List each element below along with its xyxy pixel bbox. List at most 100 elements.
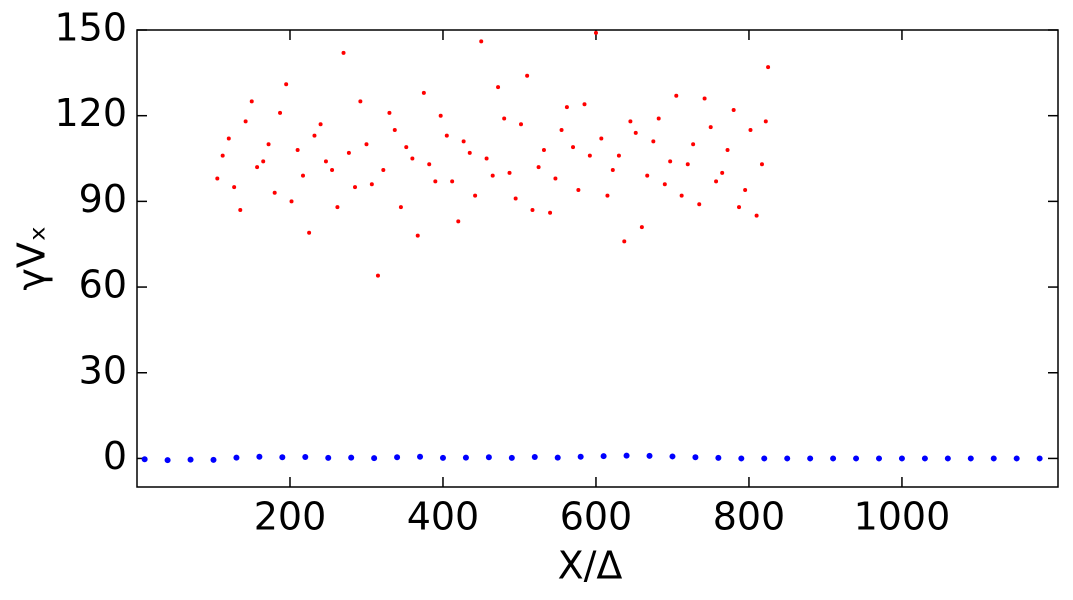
- point: [421, 90, 426, 95]
- point: [921, 455, 928, 462]
- point: [300, 173, 305, 178]
- point: [215, 176, 220, 181]
- point: [341, 50, 346, 55]
- point: [830, 455, 837, 462]
- point: [330, 167, 335, 172]
- point: [312, 133, 317, 138]
- point: [944, 455, 951, 462]
- y-tick-label: 60: [79, 263, 127, 307]
- point: [531, 454, 538, 461]
- point: [318, 122, 323, 127]
- point: [249, 99, 254, 104]
- point: [456, 219, 461, 224]
- point: [674, 93, 679, 98]
- point: [759, 162, 764, 167]
- point: [279, 454, 286, 461]
- point: [525, 73, 530, 78]
- point: [381, 167, 386, 172]
- point: [639, 225, 644, 230]
- point: [743, 187, 748, 192]
- point: [564, 105, 569, 110]
- point: [387, 110, 392, 115]
- point: [410, 156, 415, 161]
- point: [284, 82, 289, 87]
- point: [255, 165, 260, 170]
- point: [548, 210, 553, 215]
- point: [784, 455, 791, 462]
- point: [220, 153, 225, 158]
- y-axis-label: γVₓ: [10, 225, 54, 290]
- point: [646, 452, 653, 459]
- x-tick-label: 800: [713, 495, 786, 539]
- point: [348, 454, 355, 461]
- point: [513, 196, 518, 201]
- point: [656, 116, 661, 121]
- point: [295, 147, 300, 152]
- point: [679, 193, 684, 198]
- point: [691, 142, 696, 147]
- point: [462, 454, 469, 461]
- x-tick-label: 200: [254, 495, 327, 539]
- point: [876, 455, 883, 462]
- point: [541, 147, 546, 152]
- point: [1036, 455, 1043, 462]
- point: [371, 455, 378, 462]
- x-axis-label: X/Δ: [558, 544, 623, 588]
- point: [346, 150, 351, 155]
- point: [256, 453, 263, 460]
- point: [261, 159, 266, 164]
- point: [439, 454, 446, 461]
- point: [685, 162, 690, 167]
- point: [238, 207, 243, 212]
- point: [599, 136, 604, 141]
- point: [398, 205, 403, 210]
- point: [715, 454, 722, 461]
- point: [725, 147, 730, 152]
- point: [232, 185, 237, 190]
- point: [1013, 455, 1020, 462]
- x-tick-label: 400: [407, 495, 480, 539]
- point: [507, 170, 512, 175]
- y-tick-label: 150: [54, 6, 127, 50]
- point: [353, 185, 358, 190]
- point: [307, 230, 312, 235]
- point: [461, 139, 466, 144]
- point: [731, 107, 736, 112]
- point: [502, 116, 507, 121]
- point: [325, 454, 332, 461]
- point: [662, 182, 667, 187]
- point: [692, 454, 699, 461]
- point: [582, 102, 587, 107]
- point: [289, 199, 294, 204]
- point: [141, 456, 148, 463]
- point: [187, 456, 194, 463]
- point: [485, 454, 492, 461]
- point: [668, 159, 673, 164]
- point: [623, 452, 630, 459]
- y-tick-label: 90: [79, 177, 127, 221]
- point: [622, 239, 627, 244]
- point: [697, 202, 702, 207]
- point: [438, 113, 443, 118]
- point: [748, 127, 753, 132]
- point: [394, 454, 401, 461]
- point: [807, 455, 814, 462]
- point: [496, 85, 501, 90]
- point: [754, 213, 759, 218]
- point: [576, 187, 581, 192]
- x-tick-label: 600: [560, 495, 633, 539]
- y-tick-label: 120: [54, 91, 127, 135]
- point: [272, 190, 277, 195]
- point: [554, 454, 561, 461]
- point: [967, 455, 974, 462]
- point: [853, 455, 860, 462]
- point: [226, 136, 231, 141]
- point: [508, 454, 515, 461]
- point: [479, 39, 484, 44]
- point: [364, 142, 369, 147]
- point: [738, 455, 745, 462]
- point: [404, 145, 409, 150]
- y-tick-label: 30: [79, 348, 127, 392]
- point: [243, 119, 248, 124]
